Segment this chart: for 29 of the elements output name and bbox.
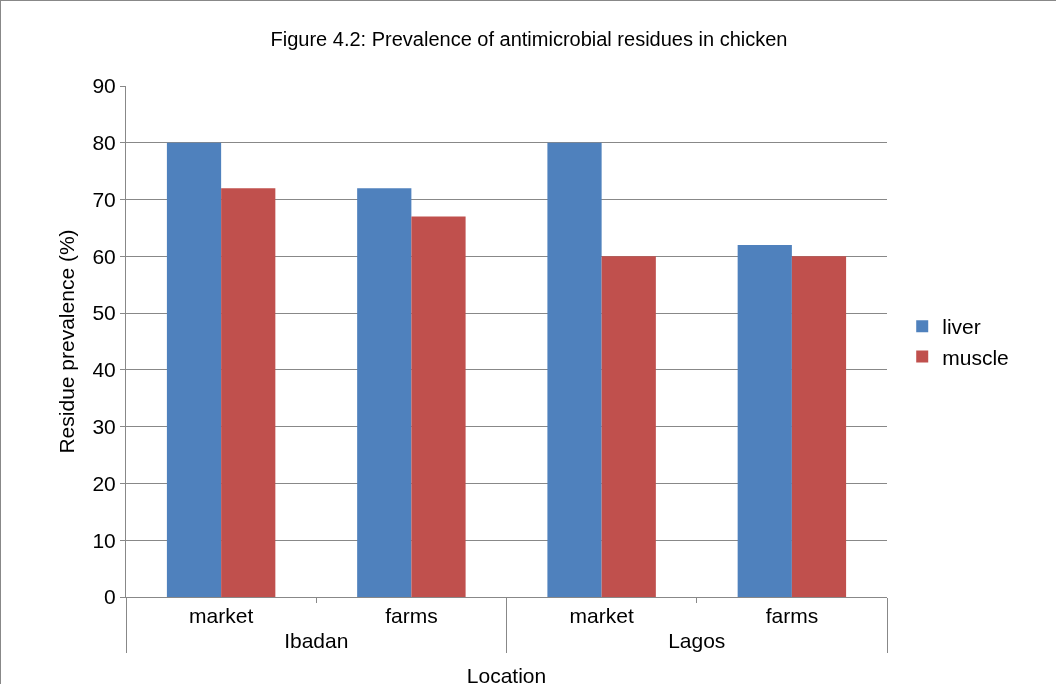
- y-tick-label: 90: [92, 74, 116, 98]
- text: Ibadan: [284, 629, 349, 653]
- y-tick-label: 80: [92, 131, 116, 155]
- y-tick-label: 20: [92, 471, 116, 495]
- y-tick-label: 50: [92, 301, 116, 325]
- y-tick-label: 30: [92, 415, 116, 439]
- x-axis-title: Location: [466, 664, 547, 684]
- bar: [601, 256, 656, 597]
- bar: [221, 188, 276, 597]
- bar: [547, 142, 602, 597]
- y-tick-label: 0: [104, 585, 116, 609]
- x-tick-label: farms: [385, 604, 438, 628]
- x-tick-label: farms: [765, 604, 819, 628]
- y-tick-label: 60: [92, 244, 116, 268]
- bar: [357, 188, 412, 597]
- y-axis-title: Residue prevalence (%): [55, 229, 78, 454]
- x-tick-label: market: [189, 604, 254, 628]
- legend-label: liver: [942, 315, 981, 339]
- text: Lagos: [668, 629, 726, 653]
- y-tick-label: 10: [92, 528, 116, 552]
- bar: [411, 216, 466, 597]
- bar: [737, 244, 792, 597]
- legend-label: muscle: [942, 345, 1009, 369]
- y-tick-label: 40: [92, 358, 116, 382]
- y-tick-label: 70: [92, 187, 116, 211]
- bar: [166, 142, 222, 597]
- chart-title: Figure 4.2: Prevalence of antimicrobial residues in chicken: [270, 27, 788, 50]
- bar: [791, 256, 847, 597]
- x-tick-label: market: [569, 604, 634, 628]
